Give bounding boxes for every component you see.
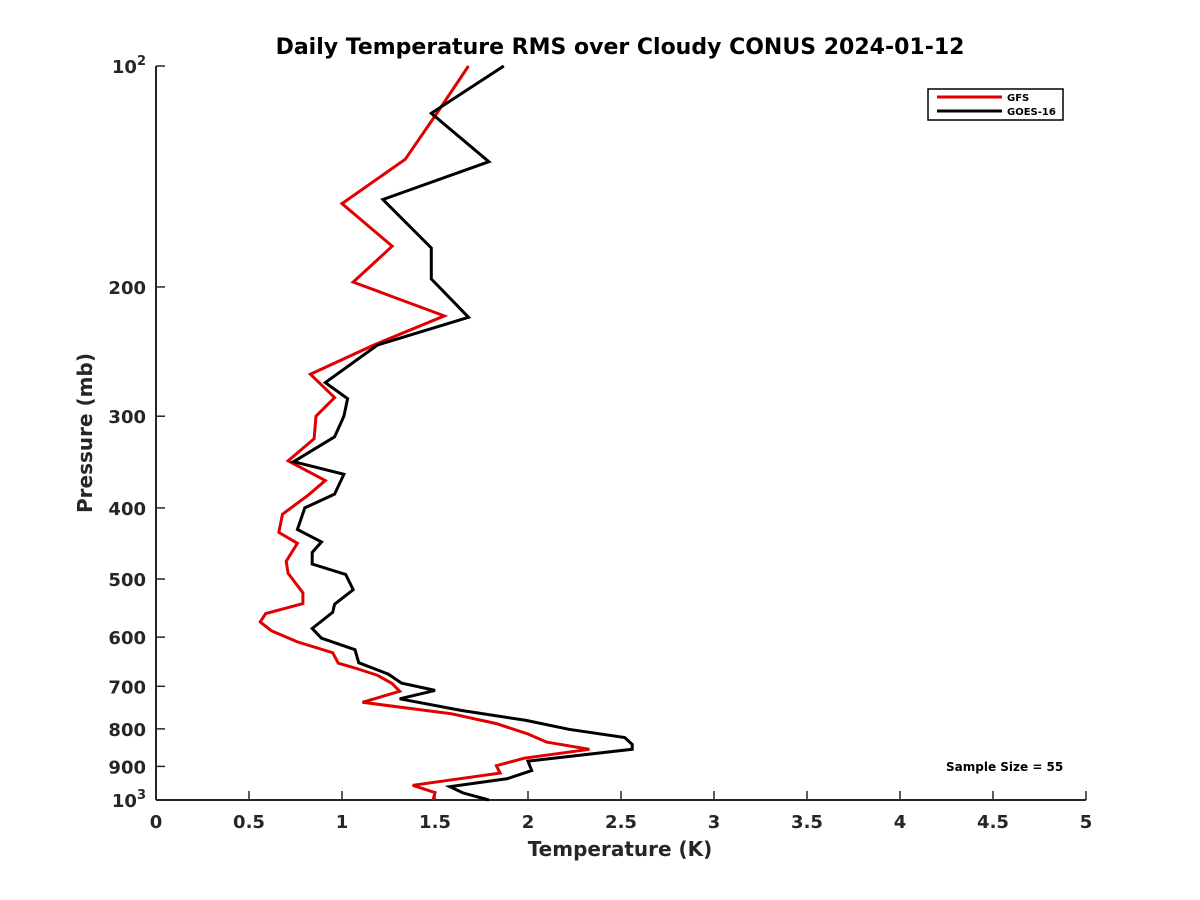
series-line-gfs [258, 65, 590, 801]
y-tick-label: 700 [108, 677, 146, 698]
legend-label: GFS [1007, 93, 1029, 104]
y-axis-title: Pressure (mb) [73, 353, 97, 513]
series-lines [258, 64, 634, 802]
x-tick-label: 4 [894, 812, 907, 833]
y-tick-label: 600 [108, 628, 146, 649]
legend: GFS GOES-16 [927, 88, 1064, 121]
y-tick-label: 103 [112, 788, 146, 812]
y-tick-label: 300 [108, 407, 146, 428]
chart-title: Daily Temperature RMS over Cloudy CONUS … [276, 35, 965, 60]
x-tick-label: 5 [1080, 812, 1093, 833]
x-tick-label: 0.5 [233, 812, 265, 833]
series-line-goes-16 [289, 64, 634, 802]
y-tick-label: 400 [108, 499, 146, 520]
x-tick-label: 2.5 [605, 812, 637, 833]
x-tick-label: 4.5 [977, 812, 1009, 833]
x-tick-label: 2 [522, 812, 535, 833]
y-tick-label: 102 [112, 54, 146, 78]
legend-entries: GFS GOES-16 [937, 93, 1056, 118]
x-tick-label: 1.5 [419, 812, 451, 833]
y-tick-label: 800 [108, 720, 146, 741]
x-tick-label: 3 [708, 812, 721, 833]
y-tick-label: 200 [108, 278, 146, 299]
x-tick-label: 3.5 [791, 812, 823, 833]
x-axis-title: Temperature (K) [528, 837, 713, 861]
legend-label: GOES-16 [1007, 107, 1056, 118]
x-tick-label: 1 [336, 812, 349, 833]
y-ticks: 102 200 300 400 500 600 700 800 900 103 [108, 54, 165, 812]
y-tick-label: 900 [108, 757, 146, 778]
y-tick-label: 500 [108, 570, 146, 591]
sample-size-annotation: Sample Size = 55 [946, 760, 1063, 774]
x-tick-label: 0 [150, 812, 163, 833]
x-ticks: 0 0.5 1 1.5 2 2.5 3 3.5 4 4.5 5 [150, 791, 1093, 833]
legend-box [927, 88, 1064, 121]
plot-area: 0 0.5 1 1.5 2 2.5 3 3.5 4 4.5 5 102 200 300 400 500 600… [108, 54, 1092, 833]
